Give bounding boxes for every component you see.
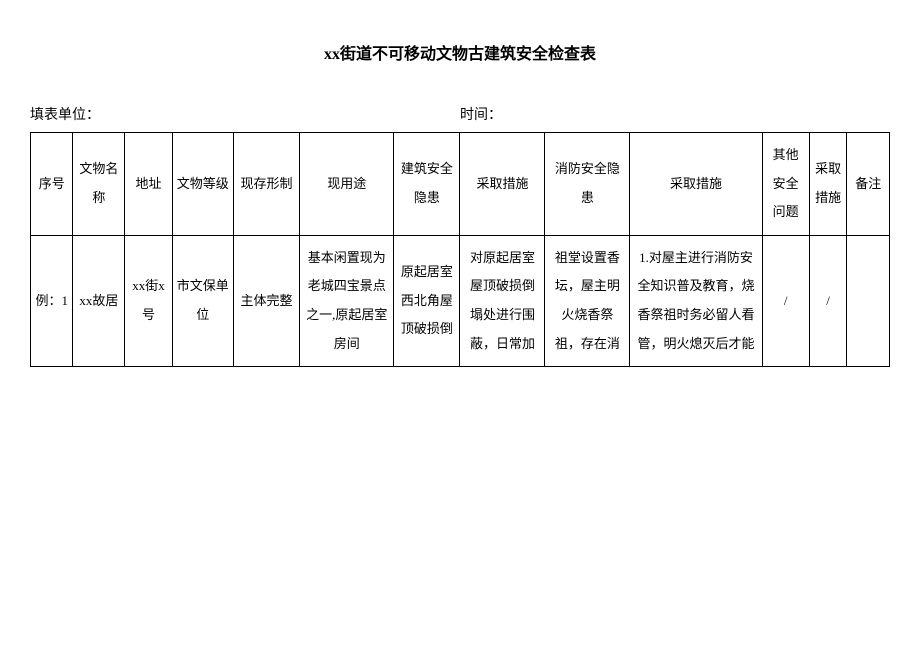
col-fact: 采取措施 <box>630 133 762 236</box>
cell-oact: / <box>809 235 847 366</box>
col-addr: 地址 <box>125 133 172 236</box>
cell-addr: xx街x号 <box>125 235 172 366</box>
form-header: 填表单位： 时间： <box>30 104 890 124</box>
table-row: 例：1 xx故居 xx街x号 市文保单位 主体完整 基本闲置现为老城四宝景点之一… <box>31 235 890 366</box>
col-note: 备注 <box>847 133 890 236</box>
cell-name: xx故居 <box>73 235 125 366</box>
cell-bact: 对原起居室屋顶破损倒塌处进行围蔽，日常加 <box>460 235 545 366</box>
col-bsafe: 建筑安全隐患 <box>394 133 460 236</box>
cell-use: 基本闲置现为老城四宝景点之一,原起居室房间 <box>300 235 394 366</box>
cell-grade: 市文保单位 <box>172 235 233 366</box>
col-bact: 采取措施 <box>460 133 545 236</box>
cell-note <box>847 235 890 366</box>
cell-bsafe: 原起居室西北角屋顶破损倒 <box>394 235 460 366</box>
col-other: 其他安全问题 <box>762 133 809 236</box>
time-label: 时间： <box>460 104 890 124</box>
col-fsafe: 消防安全隐患 <box>545 133 630 236</box>
unit-label: 填表单位： <box>30 104 460 124</box>
cell-form: 主体完整 <box>233 235 299 366</box>
cell-other: / <box>762 235 809 366</box>
page-title: xx街道不可移动文物古建筑安全检查表 <box>30 40 890 64</box>
table-header-row: 序号 文物名称 地址 文物等级 现存形制 现用途 建筑安全隐患 采取措施 消防安… <box>31 133 890 236</box>
cell-fsafe: 祖堂设置香坛，屋主明火烧香祭祖，存在消 <box>545 235 630 366</box>
col-name: 文物名称 <box>73 133 125 236</box>
cell-fact: 1.对屋主进行消防安全知识普及教育，烧香祭祖时务必留人看管，明火熄灭后才能 <box>630 235 762 366</box>
col-form: 现存形制 <box>233 133 299 236</box>
col-use: 现用途 <box>300 133 394 236</box>
col-grade: 文物等级 <box>172 133 233 236</box>
cell-seq: 例：1 <box>31 235 73 366</box>
col-oact: 采取措施 <box>809 133 847 236</box>
inspection-table: 序号 文物名称 地址 文物等级 现存形制 现用途 建筑安全隐患 采取措施 消防安… <box>30 132 890 367</box>
col-seq: 序号 <box>31 133 73 236</box>
